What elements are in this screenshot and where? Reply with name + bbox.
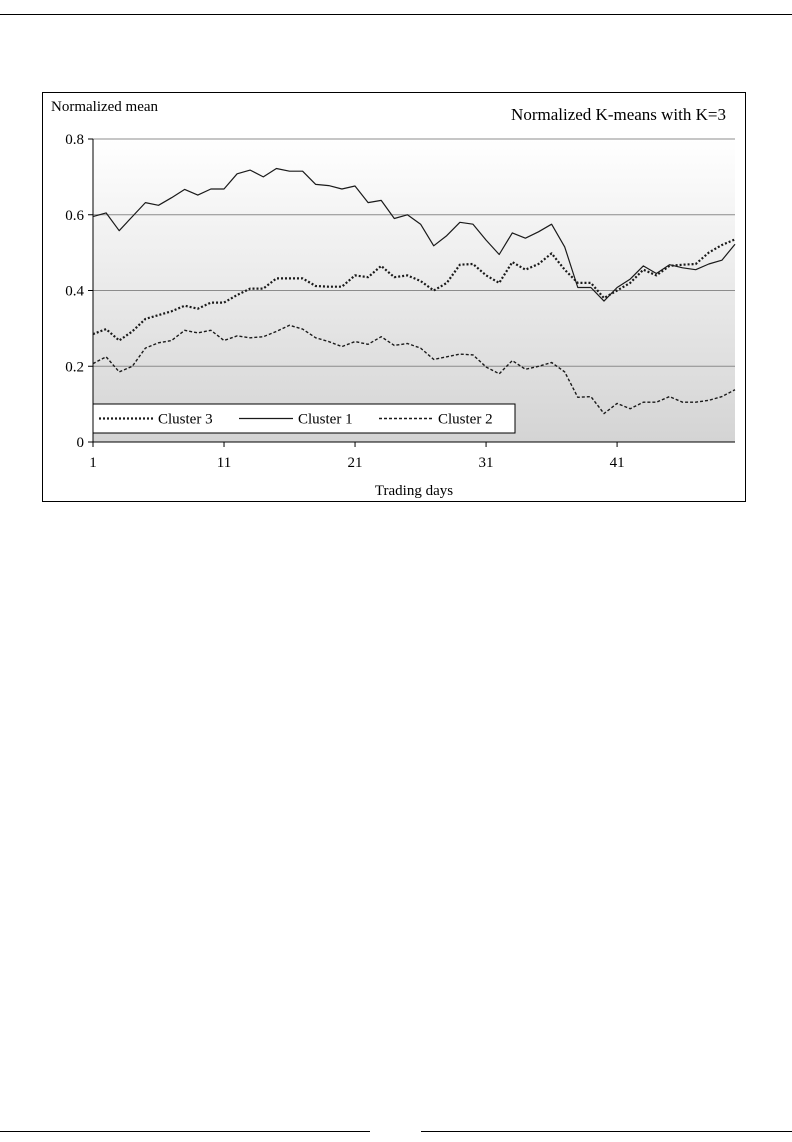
y-tick-label: 0.6 (65, 208, 84, 224)
x-tick-label: 11 (217, 455, 231, 471)
top-rule (0, 14, 792, 15)
bottom-rule-left (0, 1131, 370, 1132)
y-tick-label: 0 (77, 435, 85, 451)
y-axis-label: Normalized mean (51, 99, 159, 115)
bottom-rule-right (421, 1131, 792, 1132)
legend: Cluster 3 Cluster 1 Cluster 2 (92, 403, 516, 434)
legend-label: Cluster 3 (158, 412, 213, 428)
x-tick-label: 41 (610, 455, 625, 471)
y-tick-label: 0.4 (65, 284, 84, 300)
x-tick-label: 1 (89, 455, 97, 471)
y-tick-label: 0.2 (65, 359, 84, 375)
x-axis-label: Trading days (375, 483, 453, 499)
series-line-cluster-1 (92, 167, 736, 302)
chart-title: Normalized K-means with K=3 (511, 105, 726, 124)
chart-frame: 0 0.2 0.4 0.6 0.8 1 11 21 31 41 Normalized mean N… (42, 92, 746, 502)
y-tick-label: 0.8 (65, 132, 84, 148)
legend-label: Cluster 1 (298, 412, 353, 428)
series-line-cluster-2 (92, 324, 736, 415)
x-tick-label: 21 (348, 455, 363, 471)
series-line-cluster-3 (92, 238, 736, 342)
x-tick-label: 31 (479, 455, 494, 471)
legend-box (92, 403, 516, 434)
line-chart: 00.20.40.60.81 11 21 31 41 Normalized mean N… (51, 99, 736, 499)
legend-label: Cluster 2 (438, 412, 493, 428)
